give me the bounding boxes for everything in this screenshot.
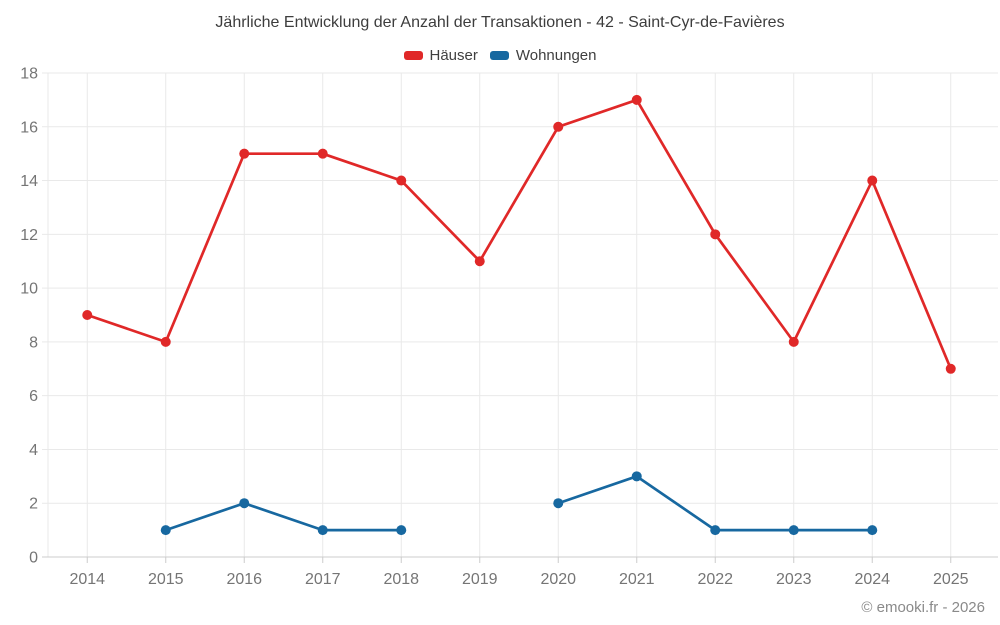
legend-swatch-haeuser: [403, 50, 423, 60]
data-point-Häuser-2014[interactable]: [82, 310, 93, 320]
data-point-Wohnungen-2021[interactable]: [631, 471, 642, 482]
y-axis-label: 8: [29, 334, 38, 351]
y-axis-label: 16: [20, 119, 38, 136]
data-point-Wohnungen-2015[interactable]: [160, 525, 171, 536]
data-point-Häuser-2022[interactable]: [710, 229, 721, 240]
x-axis-label: 2023: [776, 571, 812, 588]
y-axis-label: 18: [20, 66, 38, 83]
legend-item-wohnungen[interactable]: Wohnungen: [489, 46, 597, 64]
x-axis-label: 2018: [383, 571, 419, 588]
x-axis-label: 2016: [226, 571, 262, 588]
chart-legend: Häuser Wohnungen: [0, 45, 1000, 65]
y-axis-label: 0: [29, 550, 38, 567]
legend-item-haeuser[interactable]: Häuser: [403, 46, 478, 64]
data-point-Wohnungen-2018[interactable]: [396, 525, 407, 536]
x-axis-label: 2015: [148, 571, 184, 588]
data-point-Wohnungen-2017[interactable]: [317, 525, 328, 536]
x-axis-label: 2021: [619, 571, 655, 588]
x-axis-label: 2020: [540, 571, 576, 588]
data-point-Häuser-2019[interactable]: [474, 256, 485, 267]
y-axis-label: 4: [29, 442, 38, 459]
data-point-Häuser-2025[interactable]: [945, 363, 956, 374]
data-point-Wohnungen-2022[interactable]: [710, 525, 721, 536]
data-point-Häuser-2024[interactable]: [867, 175, 878, 186]
x-axis-label: 2022: [697, 571, 733, 588]
data-point-Häuser-2018[interactable]: [396, 175, 407, 186]
chart-title: Jährliche Entwicklung der Anzahl der Tra…: [215, 14, 785, 31]
data-point-Häuser-2015[interactable]: [160, 336, 171, 347]
data-point-Wohnungen-2023[interactable]: [788, 525, 799, 536]
data-point-Wohnungen-2024[interactable]: [867, 525, 878, 536]
x-axis-label: 2014: [69, 571, 105, 588]
x-axis-label: 2025: [933, 571, 969, 588]
legend-label-wohnungen: Wohnungen: [515, 46, 597, 64]
series-line-Wohnungen: [164, 501, 403, 532]
data-point-Wohnungen-2020[interactable]: [553, 498, 564, 509]
x-axis-label: 2019: [462, 571, 498, 588]
x-axis-label: 2017: [305, 571, 341, 588]
y-axis-label: 10: [20, 281, 38, 298]
footer-credit: © emooki.fr - 2026: [861, 599, 985, 616]
data-point-Häuser-2016[interactable]: [239, 148, 250, 159]
y-axis-label: 14: [20, 173, 38, 190]
legend-label-haeuser: Häuser: [429, 46, 478, 64]
data-point-Häuser-2020[interactable]: [553, 121, 564, 132]
data-point-Häuser-2017[interactable]: [317, 148, 328, 159]
data-point-Wohnungen-2016[interactable]: [239, 498, 250, 509]
legend-swatch-wohnungen: [489, 50, 509, 60]
data-point-Häuser-2021[interactable]: [631, 94, 642, 105]
y-axis-label: 2: [29, 496, 38, 513]
data-point-Häuser-2023[interactable]: [788, 336, 799, 347]
y-axis-label: 6: [29, 388, 38, 405]
y-axis-label: 12: [20, 227, 38, 244]
x-axis-label: 2024: [854, 571, 890, 588]
series-line-Häuser: [85, 98, 953, 371]
